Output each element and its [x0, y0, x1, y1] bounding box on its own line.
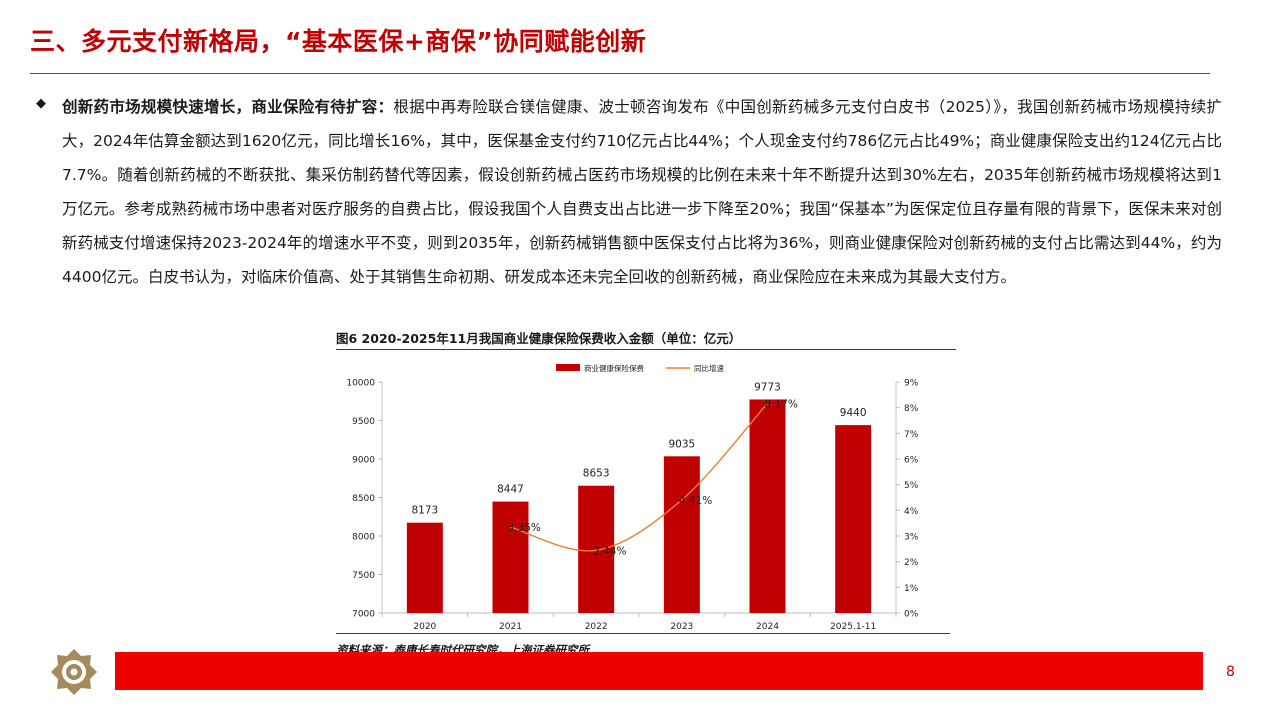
- y-left-tick-label: 7500: [352, 571, 375, 581]
- bar: [406, 522, 443, 613]
- growth-value-label: 2.44%: [593, 545, 626, 557]
- bar-value-label: 8653: [583, 468, 610, 480]
- x-tick-label: 2025.1-11: [830, 622, 876, 632]
- paragraph-body: 根据中再寿险联合镁信健康、波士顿咨询发布《中国创新药械多元支付白皮书（2025）…: [62, 98, 1222, 286]
- y-right-tick-label: 4%: [904, 507, 919, 517]
- bar: [578, 485, 615, 613]
- premium-chart: 7000 7500 8000 8500 9000 9500 10000 0% 1% 2% 3% 4% 5…: [346, 363, 919, 632]
- y-right-tick-label: 3%: [904, 533, 919, 543]
- y-right-tick-label: 1%: [904, 584, 919, 594]
- x-tick-label: 2022: [585, 622, 608, 632]
- y-left-tick-label: 10000: [346, 379, 375, 389]
- y-left-tick-label: 9500: [352, 417, 375, 427]
- page-title: 三、多元支付新格局，“基本医保+商保”协同赋能创新: [30, 27, 647, 56]
- y-left-tick-label: 8000: [352, 533, 375, 543]
- company-logo-icon: [50, 648, 98, 696]
- body-paragraph: 创新药市场规模快速增长，商业保险有待扩容：根据中再寿险联合镁信健康、波士顿咨询发…: [62, 90, 1222, 294]
- legend-bar-label: 商业健康保险保费: [584, 363, 644, 373]
- paragraph-lead: 创新药市场规模快速增长，商业保险有待扩容：: [62, 98, 394, 116]
- bar-value-label: 9035: [668, 438, 695, 450]
- x-tick-label: 2023: [670, 622, 693, 632]
- y-left-tick-label: 8500: [352, 494, 375, 504]
- footer-bar: [115, 652, 1203, 690]
- page-number: 8: [1226, 664, 1235, 680]
- y-right-tick-label: 8%: [904, 404, 919, 414]
- bar: [663, 456, 700, 613]
- growth-value-label: 3.35%: [508, 522, 541, 534]
- x-tick-label: 2024: [756, 622, 779, 632]
- growth-value-label: 4.41%: [679, 495, 712, 507]
- x-tick-label: 2020: [413, 622, 436, 632]
- legend-bar-swatch: [556, 364, 580, 371]
- y-left-tick-label: 9000: [352, 456, 375, 466]
- y-right-tick-label: 6%: [904, 456, 919, 466]
- y-right-tick-label: 9%: [904, 379, 919, 389]
- y-right-tick-label: 2%: [904, 558, 919, 568]
- x-tick-label: 2021: [499, 622, 522, 632]
- legend-line-label: 同比增速: [694, 363, 724, 373]
- figure-title: 图6 2020-2025年11月我国商业健康保险保费收入金额（单位：亿元）: [336, 331, 742, 346]
- figure-bottom-rule: [336, 633, 950, 634]
- title-divider: [30, 73, 1210, 74]
- growth-line: [510, 402, 769, 552]
- bar-value-label: 8173: [411, 505, 438, 517]
- y-right-tick-label: 7%: [904, 430, 919, 440]
- bar-value-label: 8447: [497, 484, 524, 496]
- bar: [492, 501, 529, 613]
- y-left-tick-label: 7000: [352, 610, 375, 620]
- y-right-tick-label: 5%: [904, 481, 919, 491]
- bar-value-label: 9773: [754, 381, 781, 393]
- bar: [749, 399, 786, 613]
- growth-value-label: 8.17%: [765, 398, 798, 410]
- figure-top-rule: [336, 349, 956, 350]
- bar: [835, 425, 872, 613]
- bar-value-label: 9440: [840, 407, 867, 419]
- diamond-bullet-icon: ◆: [36, 96, 46, 111]
- y-right-tick-label: 0%: [904, 610, 919, 620]
